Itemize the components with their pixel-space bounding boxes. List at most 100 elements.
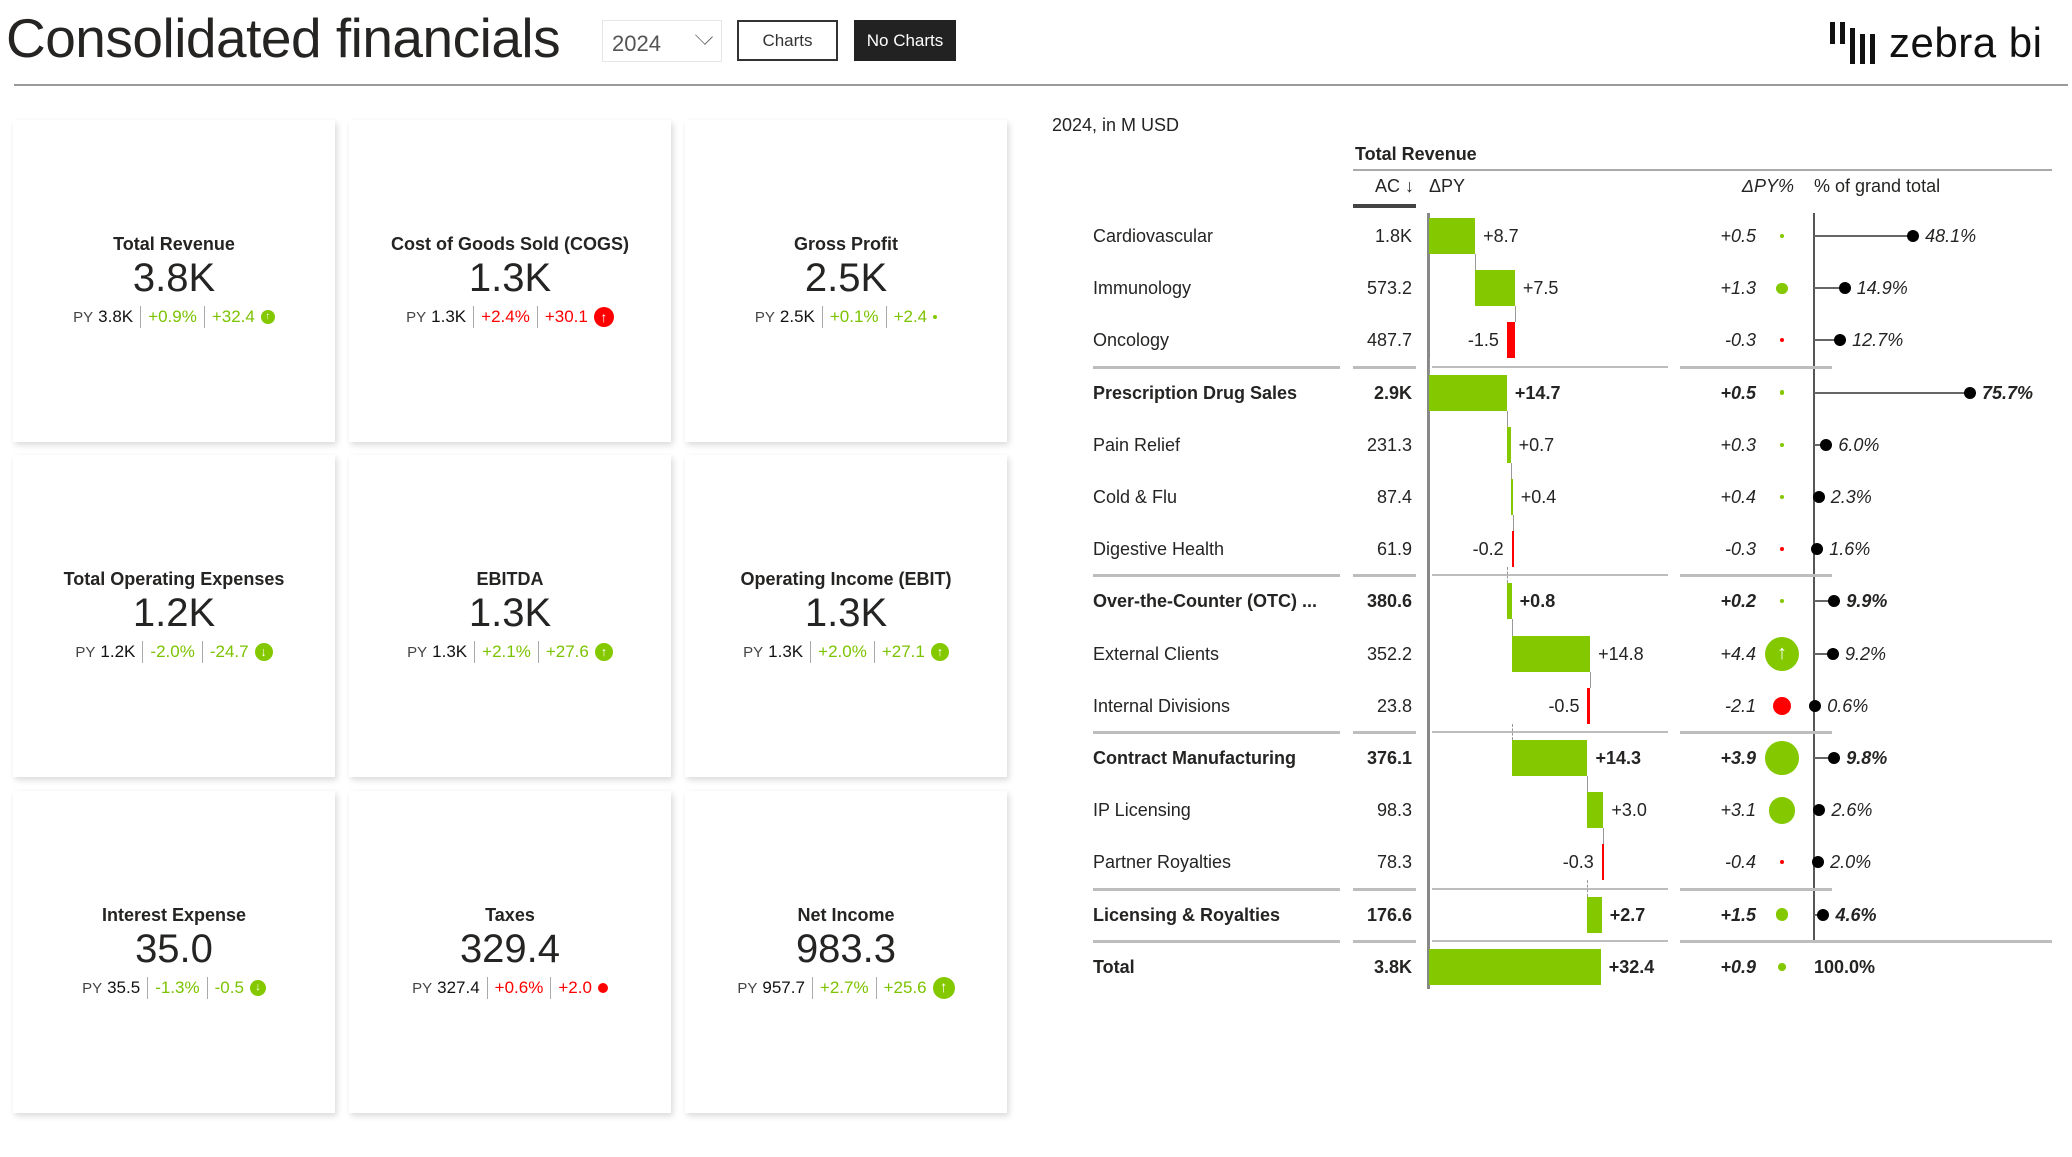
row-label: Pain Relief <box>1093 434 1181 455</box>
pct-total-value: 9.9% <box>1846 591 1888 612</box>
kpi-comparison: PY 1.2K -2.0% -24.7 ↓ <box>13 641 335 663</box>
waterfall-bar <box>1511 635 1591 672</box>
row-separator <box>1353 887 1416 891</box>
col-header-ac[interactable]: AC ↓ <box>1374 176 1414 196</box>
col-header-dpy-pct[interactable]: ΔPY% <box>1741 176 1794 196</box>
lollipop-dot <box>1817 908 1830 921</box>
row-label: Prescription Drug Sales <box>1093 382 1298 403</box>
dpy-label: +0.4 <box>1520 487 1557 507</box>
lollipop-dot <box>1834 334 1847 347</box>
dpy-pct-bubble <box>1765 741 1799 775</box>
row-label: Partner Royalties <box>1093 852 1232 873</box>
kpi-value: 3.8K <box>132 256 216 300</box>
ac-value: 176.6 <box>1366 904 1412 925</box>
col-header-pct-total[interactable]: % of grand total <box>1814 176 1941 196</box>
kpi-comparison: PY 1.3K +2.1% +27.6 ↑ <box>349 641 671 663</box>
page-title: Consolidated financials <box>6 7 561 69</box>
col-header-dpy[interactable]: ΔPY <box>1429 176 1466 196</box>
kpi-value: 35.0 <box>135 927 213 971</box>
kpi-card[interactable]: Gross Profit 2.5K PY 2.5K +0.1% +2.4 <box>685 120 1007 442</box>
row-separator <box>1680 365 1832 369</box>
waterfall-bar <box>1429 218 1476 254</box>
kpi-comparison: PY 327.4 +0.6% +2.0 <box>349 977 671 999</box>
logo-bars-icon <box>1830 22 1875 64</box>
py-value: 1.3K <box>768 642 804 661</box>
py-value: 3.8K <box>98 307 134 326</box>
kpi-card[interactable]: Operating Income (EBIT) 1.3K PY 1.3K +2.… <box>685 455 1007 777</box>
kpi-card[interactable]: Total Revenue 3.8K PY 3.8K +0.9% +32.4 ↑ <box>13 120 335 442</box>
kpi-card[interactable]: Interest Expense 35.0 PY 35.5 -1.3% -0.5… <box>13 791 335 1113</box>
dpy-pct-bubble <box>1772 696 1792 715</box>
lollipop-stem <box>1814 235 1914 237</box>
ac-value: 1.8K <box>1374 226 1412 246</box>
separator <box>875 977 877 999</box>
no-charts-button[interactable]: No Charts <box>854 20 956 61</box>
waterfall-connector <box>1587 776 1589 793</box>
waterfall-connector <box>1429 358 1430 375</box>
separator <box>550 977 552 999</box>
pct-total-value: 0.6% <box>1827 695 1869 716</box>
kpi-title: Gross Profit <box>793 234 899 254</box>
ac-value: 376.1 <box>1366 748 1412 768</box>
arrow-up-icon: ↑ <box>593 307 614 327</box>
py-value: 2.5K <box>779 307 815 326</box>
dpy-pct-value: +0.9 <box>1720 956 1756 977</box>
row-separator <box>1353 730 1416 734</box>
py-label: PY <box>407 643 428 661</box>
lollipop-dot <box>1813 804 1826 817</box>
pct-total-value: 2.0% <box>1830 852 1872 873</box>
kpi-card[interactable]: EBITDA 1.3K PY 1.3K +2.1% +27.6 ↑ <box>349 455 671 777</box>
kpi-title: Total Operating Expenses <box>63 569 285 589</box>
pct-total-value: 75.7% <box>1981 382 2033 403</box>
dpy-pct-bubble <box>1779 390 1785 395</box>
lollipop-stem <box>1814 443 1827 446</box>
kpi-card[interactable]: Net Income 983.3 PY 957.7 +2.7% +25.6 ↑ <box>685 791 1007 1113</box>
row-label: Cardiovascular <box>1093 226 1214 246</box>
delta-pct: +0.6% <box>494 978 544 997</box>
dpy-pct-bubble <box>1768 796 1796 824</box>
delta-value: +2.4 <box>893 307 928 326</box>
kpi-card[interactable]: Total Operating Expenses 1.2K PY 1.2K -2… <box>13 455 335 777</box>
kpi-title: EBITDA <box>476 569 544 589</box>
row-label: Over-the-Counter (OTC) ... <box>1093 591 1317 612</box>
dpy-label: -0.5 <box>1548 695 1580 716</box>
separator <box>473 306 475 328</box>
charts-button[interactable]: Charts <box>737 20 838 61</box>
delta-value: +2.0 <box>558 978 592 997</box>
dpy-pct-value: -2.1 <box>1724 695 1756 716</box>
delta-value: +25.6 <box>883 978 927 997</box>
lollipop-stem <box>1814 757 1835 759</box>
waterfall-connector <box>1512 515 1514 532</box>
kpi-comparison: PY 35.5 -1.3% -0.5 ↓ <box>13 977 335 999</box>
py-label: PY <box>406 308 427 326</box>
row-separator <box>1093 887 1340 891</box>
lollipop-dot <box>1838 282 1851 295</box>
dpy-pct-value: -0.3 <box>1724 330 1756 351</box>
waterfall-connector <box>1475 254 1477 271</box>
waterfall-bar <box>1601 844 1604 881</box>
py-label: PY <box>743 643 764 661</box>
row-separator <box>1432 887 1668 890</box>
dpy-label: -0.3 <box>1562 852 1594 873</box>
dpy-pct-value: +3.9 <box>1720 748 1756 768</box>
dpy-pct-bubble <box>1780 442 1784 447</box>
pct-total-value: 2.6% <box>1831 800 1873 821</box>
ac-value: 380.6 <box>1366 591 1412 612</box>
dpy-pct-bubble <box>1780 860 1784 865</box>
row-separator <box>1093 574 1340 578</box>
separator <box>885 306 887 328</box>
kpi-card[interactable]: Taxes 329.4 PY 327.4 +0.6% +2.0 <box>349 791 671 1113</box>
waterfall-bar <box>1511 740 1588 776</box>
row-separator <box>1814 939 2052 943</box>
row-separator <box>1093 939 1340 943</box>
sort-indicator <box>1353 204 1416 208</box>
row-label: IP Licensing <box>1093 800 1191 821</box>
lollipop-dot <box>1820 438 1833 451</box>
waterfall-axis <box>1427 213 1430 989</box>
arrow-up-icon: ↑ <box>260 310 275 324</box>
dpy-pct-bubble <box>1780 599 1784 604</box>
year-dropdown[interactable]: 2024 <box>602 20 722 62</box>
kpi-card[interactable]: Cost of Goods Sold (COGS) 1.3K PY 1.3K +… <box>349 120 671 442</box>
lollipop-dot <box>1812 856 1825 869</box>
dpy-label: +14.8 <box>1598 643 1644 664</box>
